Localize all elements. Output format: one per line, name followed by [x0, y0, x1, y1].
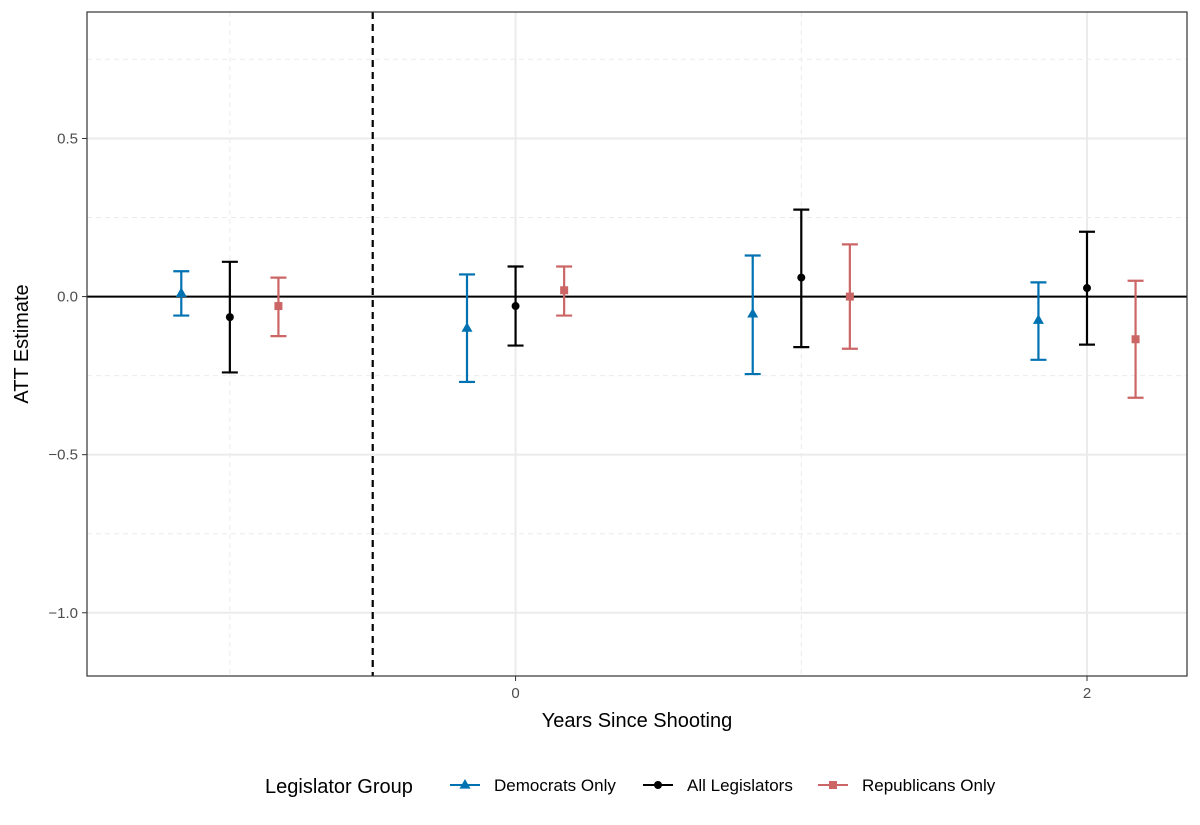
y-axis-title: ATT Estimate	[11, 284, 33, 403]
reference-lines	[87, 12, 1187, 676]
x-tick-label: 0	[511, 685, 519, 702]
point-estimate	[511, 302, 520, 311]
legend-title: Legislator Group	[265, 776, 413, 798]
y-tick-label: 0.0	[57, 289, 78, 306]
point-estimate	[461, 322, 473, 332]
x-axis-title: Years Since Shooting	[542, 710, 733, 732]
point-estimate	[1083, 284, 1091, 293]
point-estimate	[175, 287, 187, 298]
point-estimate	[845, 292, 854, 301]
y-tick-label: 0.5	[57, 130, 78, 147]
point-estimate	[225, 313, 234, 322]
y-tick-label: −0.5	[48, 447, 78, 464]
panel-background	[87, 12, 1187, 676]
x-tick-label: 2	[1083, 685, 1091, 702]
data-marks	[173, 208, 1144, 399]
legend-key-marker	[459, 779, 471, 789]
series-all-legislators	[221, 208, 1095, 374]
legend-label: Republicans Only	[862, 776, 996, 795]
point-estimate	[797, 273, 806, 282]
legend: Legislator Group Democrats Only All Legis…	[265, 776, 996, 798]
y-tick-label: −1.0	[48, 605, 78, 622]
legend-label: Democrats Only	[494, 776, 616, 795]
point-estimate	[1131, 335, 1140, 344]
minor-gridlines	[87, 12, 1187, 676]
y-axis: −1.0 −0.5 0.0 0.5	[48, 130, 87, 622]
legend-label: All Legislators	[687, 776, 793, 795]
legend-key-marker	[829, 781, 837, 789]
legend-item-democrats-only: Democrats Only	[450, 776, 616, 795]
panel-border	[86, 11, 1188, 677]
point-estimate	[560, 286, 569, 295]
point-estimate	[747, 307, 759, 318]
series-democrats-only	[173, 254, 1047, 384]
point-estimate	[1032, 314, 1044, 324]
point-estimate	[274, 302, 283, 311]
legend-item-all-legislators: All Legislators	[643, 776, 793, 795]
legend-key-marker	[654, 781, 662, 789]
legend-item-republicans-only: Republicans Only	[818, 776, 996, 795]
series-republicans-only	[270, 243, 1144, 399]
